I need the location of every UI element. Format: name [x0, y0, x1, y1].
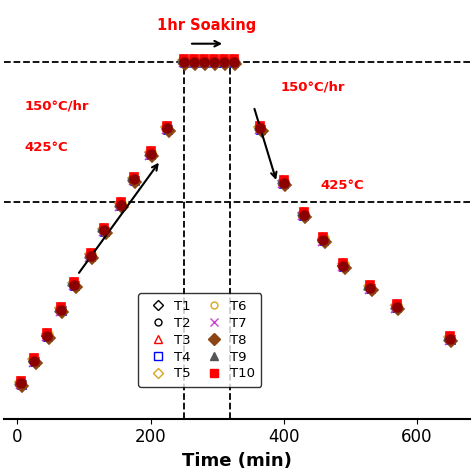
Text: 150°C/hr: 150°C/hr	[24, 100, 89, 113]
Legend: T1, T2, T3, T4, T5, T6, T7, T8, T9, T10: T1, T2, T3, T4, T5, T6, T7, T8, T9, T10	[138, 293, 262, 387]
Text: 425°C: 425°C	[24, 141, 68, 154]
Text: 425°C: 425°C	[320, 179, 364, 192]
Text: 150°C/hr: 150°C/hr	[280, 81, 345, 93]
X-axis label: Time (min): Time (min)	[182, 452, 292, 470]
Text: 1hr Soaking: 1hr Soaking	[157, 18, 257, 33]
